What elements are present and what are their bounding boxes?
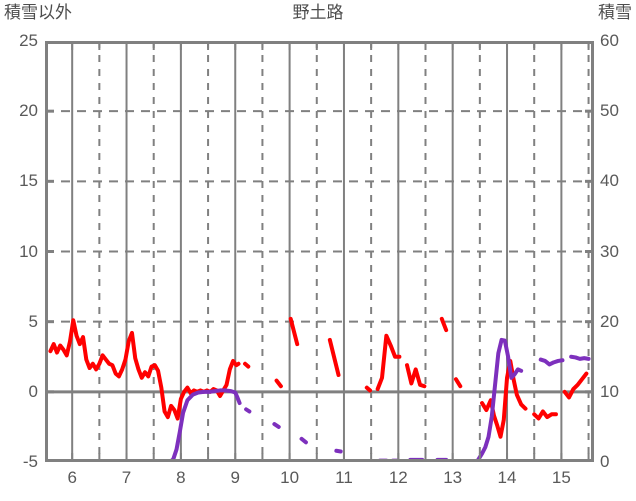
series-line-snow-depth [299, 436, 308, 445]
grid-layer [45, 41, 594, 462]
x-tick-label: 11 [335, 468, 353, 487]
series-line-precipitation [439, 316, 449, 333]
right-tick-label: 0 [600, 452, 610, 471]
axis-frame [45, 41, 594, 462]
series-line-precipitation [375, 333, 402, 392]
right-tick-label: 60 [600, 31, 619, 50]
series-line-precipitation [364, 385, 373, 393]
series-line-precipitation [405, 363, 427, 389]
left-tick-label: 10 [19, 241, 38, 261]
x-tick-label: 12 [388, 468, 408, 487]
right-tick-label: 50 [600, 101, 619, 121]
x-tick-label: 10 [280, 468, 300, 487]
left-tick-label: 15 [19, 171, 38, 191]
series-line-snow-depth [272, 422, 281, 429]
series-line-precipitation [288, 316, 300, 347]
series-line-precipitation [480, 358, 528, 439]
left-tick-label: -5 [22, 452, 38, 471]
series-line-snow-depth [538, 357, 565, 367]
left-tick-label: 20 [19, 101, 38, 121]
series-line-precipitation [48, 318, 241, 421]
series-line-precipitation [562, 371, 589, 400]
series-line-snow-depth [244, 407, 252, 414]
plot-area [45, 41, 594, 462]
x-tick-label: 6 [67, 468, 77, 487]
x-tick-label: 13 [443, 468, 463, 487]
left-tick-label: 5 [28, 311, 38, 331]
chart-title: 野土路 [292, 3, 344, 22]
series-line-snow-depth [569, 354, 591, 361]
series-line-precipitation [243, 361, 251, 369]
series-line-snow-depth [46, 388, 242, 462]
right-tick-label: 20 [600, 311, 619, 331]
series-line-precipitation [274, 378, 283, 389]
left-axis-title: 積雪以外 [4, 3, 72, 22]
x-tick-label: 8 [176, 468, 186, 487]
plot-svg [45, 41, 594, 462]
right-tick-label: 10 [600, 381, 619, 401]
series-layer [46, 316, 591, 462]
series-line-precipitation [327, 337, 341, 377]
left-tick-label: 0 [28, 381, 38, 401]
right-tick-label: 40 [600, 171, 619, 191]
x-tick-label: 7 [121, 468, 132, 487]
series-line-precipitation [453, 377, 463, 389]
x-tick-label: 14 [497, 468, 517, 487]
right-axis-title: 積雪 [598, 3, 632, 22]
series-line-snow-depth [334, 448, 343, 454]
series-line-precipitation [532, 409, 558, 421]
x-tick-label: 9 [230, 468, 240, 487]
left-tick-label: 25 [19, 31, 38, 50]
x-tick-label: 15 [551, 468, 571, 487]
series-line-snow-depth [475, 337, 524, 462]
right-tick-label: 30 [600, 241, 619, 261]
